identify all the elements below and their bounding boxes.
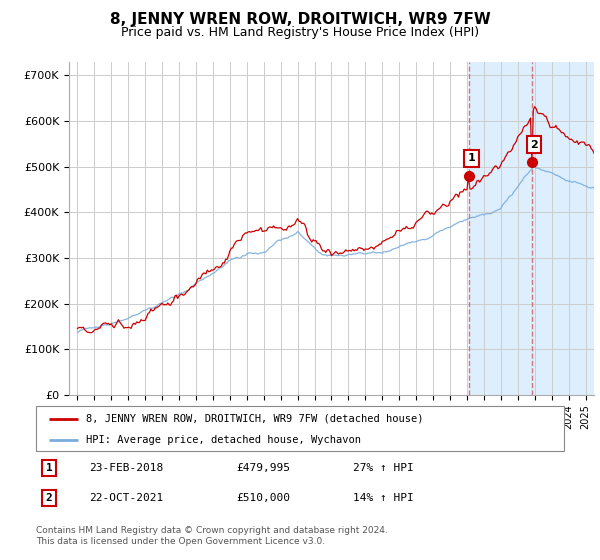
Bar: [469, 62, 532, 395]
Text: HPI: Average price, detached house, Wychavon: HPI: Average price, detached house, Wych…: [86, 435, 361, 445]
Text: 27% ↑ HPI: 27% ↑ HPI: [353, 463, 413, 473]
Text: £479,995: £479,995: [236, 463, 290, 473]
Text: 1: 1: [467, 153, 475, 164]
Text: £510,000: £510,000: [236, 493, 290, 503]
Text: 1: 1: [46, 463, 53, 473]
Bar: [532, 62, 594, 395]
Text: 8, JENNY WREN ROW, DROITWICH, WR9 7FW (detached house): 8, JENNY WREN ROW, DROITWICH, WR9 7FW (d…: [86, 413, 424, 423]
Text: 8, JENNY WREN ROW, DROITWICH, WR9 7FW: 8, JENNY WREN ROW, DROITWICH, WR9 7FW: [110, 12, 490, 27]
Text: 22-OCT-2021: 22-OCT-2021: [89, 493, 163, 503]
Text: Price paid vs. HM Land Registry's House Price Index (HPI): Price paid vs. HM Land Registry's House …: [121, 26, 479, 39]
Text: Contains HM Land Registry data © Crown copyright and database right 2024.
This d: Contains HM Land Registry data © Crown c…: [36, 526, 388, 546]
Text: 14% ↑ HPI: 14% ↑ HPI: [353, 493, 413, 503]
Text: 2: 2: [530, 139, 538, 150]
Text: 2: 2: [46, 493, 53, 503]
Text: 23-FEB-2018: 23-FEB-2018: [89, 463, 163, 473]
